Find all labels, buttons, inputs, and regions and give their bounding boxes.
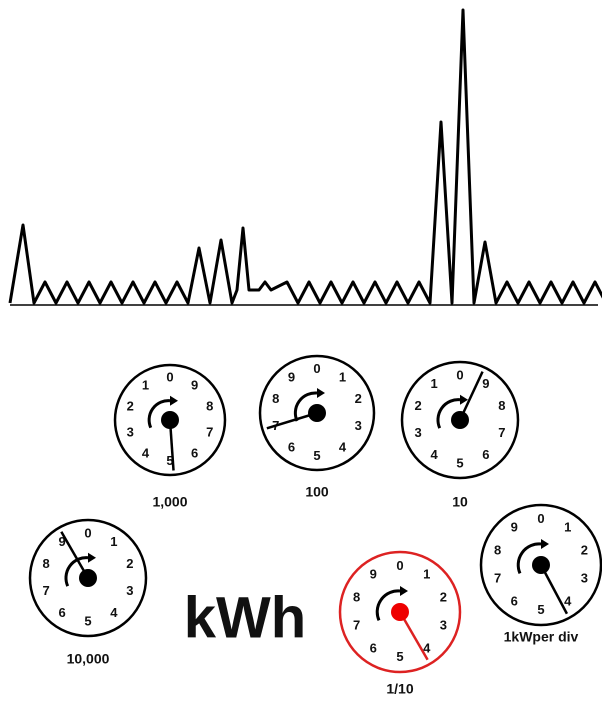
- dial-digit: 4: [142, 445, 150, 460]
- dial-digit: 4: [430, 447, 438, 462]
- rotation-arrow: [516, 542, 542, 575]
- rotation-arrow: [147, 399, 171, 429]
- dial-digit: 6: [482, 447, 489, 462]
- dial-digit: 9: [511, 520, 518, 535]
- rotation-arrow: [293, 391, 318, 422]
- dial-label: 100: [305, 484, 329, 500]
- dial: 0 12 34 5 67 89 10,000: [28, 518, 148, 667]
- dial-digit: 0: [84, 525, 91, 540]
- dial-digit: 3: [126, 583, 133, 598]
- dial-digit: 6: [58, 605, 65, 620]
- dial-label: 1/10: [386, 681, 413, 697]
- arrow-head: [400, 586, 408, 596]
- dial-label: 10,000: [67, 651, 110, 667]
- dial-digit: 1: [339, 369, 346, 384]
- dial-digit: 5: [537, 602, 544, 617]
- dial-digit: 1: [564, 520, 571, 535]
- dial-digit: 0: [313, 361, 320, 376]
- dial: 0 98 76 5 43 21 1,000: [113, 363, 227, 510]
- dial-digit: 9: [288, 369, 295, 384]
- dial-digit: 6: [191, 445, 198, 460]
- dial-digit: 7: [498, 425, 505, 440]
- dial-digit: 9: [58, 534, 65, 549]
- dial-digit: 7: [42, 583, 49, 598]
- dial-digit: 2: [126, 556, 133, 571]
- dial-digit: 5: [313, 448, 320, 463]
- dial-digit: 4: [423, 640, 431, 655]
- dial-digit: 3: [440, 618, 447, 633]
- dial-hub: [161, 411, 179, 429]
- dial-digit: 6: [511, 593, 518, 608]
- dial: 0 12 34 5 67 89 1kWper div: [479, 503, 602, 645]
- arrow-head: [541, 539, 549, 549]
- dial-digit: 4: [339, 439, 347, 454]
- dial: 0123456789100: [258, 354, 376, 500]
- dial-digit: 8: [498, 398, 505, 413]
- dial-digit: 8: [353, 589, 360, 604]
- dial-digit: 5: [396, 649, 403, 664]
- dial-digit: 1: [142, 378, 149, 393]
- dial-digit: 3: [581, 571, 588, 586]
- dial-digit: 5: [84, 614, 91, 629]
- dial-digit: 8: [206, 399, 213, 414]
- arrow-head: [317, 388, 325, 399]
- dial-digit: 9: [482, 376, 489, 391]
- dial-label: 1kWper div: [504, 629, 579, 645]
- rotation-arrow: [436, 398, 461, 429]
- dial-hand: [398, 611, 429, 661]
- rotation-arrow: [64, 556, 89, 587]
- dial-hub: [308, 404, 326, 422]
- dial-digit: 2: [581, 542, 588, 557]
- dial-digit: 0: [456, 367, 463, 382]
- dial-digit: 8: [42, 556, 49, 571]
- dial-digit: 9: [191, 378, 198, 393]
- dial: 0 12 34 5 67 89 1/10: [338, 550, 462, 697]
- arrow-head: [170, 395, 178, 406]
- dial-digit: 2: [355, 391, 362, 406]
- dial-digit: 1: [423, 567, 430, 582]
- dial-hub: [451, 411, 469, 429]
- dial-digit: 0: [166, 370, 173, 385]
- dial-digit: 3: [127, 424, 134, 439]
- arrow-head: [88, 552, 96, 563]
- dial-digit: 3: [355, 418, 362, 433]
- dial: 0 98 76 5 43 21 10: [400, 360, 520, 510]
- dial-label: 1,000: [152, 494, 187, 510]
- dial-digit: 7: [353, 618, 360, 633]
- dial-digit: 2: [440, 589, 447, 604]
- arrow-head: [460, 394, 468, 405]
- dial-hand: [539, 564, 569, 615]
- dial-digit: 8: [272, 391, 279, 406]
- dial-digit: 0: [396, 558, 403, 573]
- dial-label: 10: [452, 494, 468, 510]
- dial-digit: 4: [564, 593, 572, 608]
- dial-digit: 1: [110, 534, 117, 549]
- rotation-arrow: [375, 589, 401, 622]
- dial-digit: 0: [537, 511, 544, 526]
- dial-digit: 6: [288, 439, 295, 454]
- dial-hub: [79, 569, 97, 587]
- dial-digit: 2: [127, 399, 134, 414]
- dial-digit: 1: [430, 376, 437, 391]
- dial-digit: 5: [456, 456, 463, 471]
- dial-digit: 7: [206, 424, 213, 439]
- dial-digit: 3: [414, 425, 421, 440]
- dial-digit: 7: [494, 571, 501, 586]
- dial-hub: [532, 556, 550, 574]
- dial-digit: 8: [494, 542, 501, 557]
- dial-digit: 4: [110, 605, 118, 620]
- dial-digit: 9: [370, 567, 377, 582]
- dial-hub: [391, 603, 409, 621]
- dial-digit: 6: [370, 640, 377, 655]
- dial-digit: 5: [166, 453, 173, 468]
- unit-label: kWh: [184, 585, 306, 650]
- dial-digit: 2: [414, 398, 421, 413]
- load-waveform: [8, 8, 602, 305]
